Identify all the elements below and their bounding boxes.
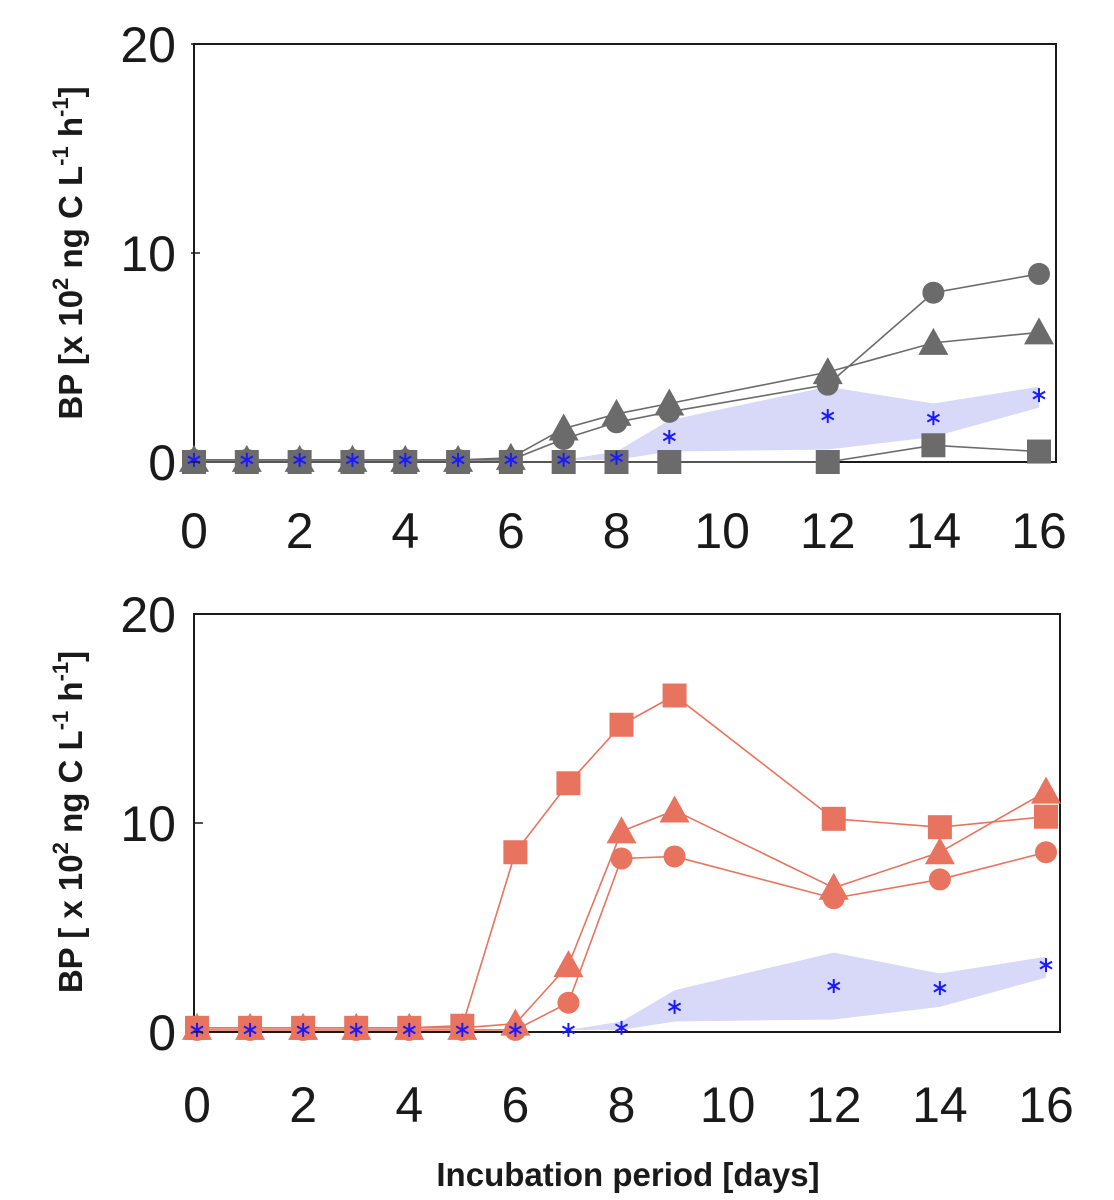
y-tick-label: 10 [120,226,176,282]
control-point [614,1020,629,1035]
control-point [402,1022,416,1037]
data-point-circle [822,887,845,910]
control-point [451,452,465,467]
data-point-triangle [553,950,584,978]
data-point-square [921,433,946,458]
control-point [398,452,412,467]
control-point [504,452,518,467]
control-point [561,1022,575,1037]
y-tick-label: 0 [148,435,176,491]
control-band-bottom [197,952,1046,1030]
data-point-square [1027,439,1051,464]
control-point [933,981,947,996]
data-point-square [556,771,581,796]
control-band-top [194,386,1039,460]
x-tick-label: 12 [806,1077,862,1133]
x-tick-label: 0 [183,1077,211,1133]
data-point-triangle [1024,317,1054,345]
y-ticks-bottom: 0 10 20 [120,587,203,1061]
control-point [243,1022,257,1037]
data-point-triangle [659,795,690,823]
control-point [296,1022,310,1037]
data-point-square [662,683,687,708]
x-axis-title: Incubation period [days] [436,1156,819,1193]
plot-area-bottom [193,613,1061,1033]
x-tick-label: 16 [1011,503,1067,559]
x-ticks-bottom: 0 2 4 6 8 10 12 14 16 [183,1077,1074,1133]
control-point [1039,958,1053,973]
data-point-square [1034,804,1058,829]
control-point [345,452,359,467]
control-point [668,999,682,1014]
x-tick-label: 2 [286,503,314,559]
data-point-circle [610,847,633,870]
x-tick-label: 6 [497,503,525,559]
y-axis-title-bottom: BP [ x 102 ng C L-1 h-1] [48,651,89,993]
control-series-top [187,388,1046,467]
control-point [293,452,307,467]
data-point-square [927,815,952,840]
x-tick-label: 10 [694,503,750,559]
data-point-circle [1035,841,1057,864]
control-point [1032,388,1046,403]
y-tick-label: 10 [120,796,176,852]
control-point [609,450,624,465]
data-point-triangle [1031,776,1061,804]
y-axis-title-top: BP [x 102 ng C L-1 h-1] [48,86,89,419]
x-tick-label: 8 [608,1077,636,1133]
x-tick-label: 10 [700,1077,756,1133]
data-point-square [815,450,840,474]
y-tick-label: 0 [148,1005,176,1061]
panel-bottom: 0 2 4 6 8 10 12 14 16 0 10 20 BP [ x 102 ng C L-1 … [48,587,1074,1193]
series-circle [186,841,1057,1041]
control-point [926,411,940,426]
data-point-square [821,806,846,831]
control-point [827,979,841,994]
control-point [662,429,676,444]
control-point [508,1022,522,1037]
data-point-circle [663,845,686,868]
control-series-bottom [190,958,1053,1037]
y-ticks-top: 0 10 20 [120,17,200,491]
data-point-triangle [606,816,637,844]
data-point-triangle [812,357,843,385]
data-point-triangle [918,327,949,355]
data-point-circle [557,991,580,1014]
x-tick-label: 8 [603,503,631,559]
data-point-circle [922,281,945,304]
data-point-triangle [924,837,955,865]
y-tick-label: 20 [120,17,176,73]
plot-area-top [193,43,1057,463]
y-tick-label: 20 [120,587,176,643]
control-point [821,409,835,424]
x-tick-label: 14 [912,1077,968,1133]
x-tick-label: 4 [395,1077,423,1133]
data-point-triangle [654,388,685,416]
x-tick-label: 0 [180,503,208,559]
data-point-square [503,840,528,865]
data-point-circle [928,868,951,891]
control-point [240,452,254,467]
control-range-band [197,952,1046,1030]
x-tick-label: 2 [289,1077,317,1133]
x-tick-label: 12 [800,503,856,559]
data-point-triangle [548,413,579,441]
x-tick-label: 16 [1018,1077,1074,1133]
control-point [349,1022,363,1037]
data-point-square [657,450,682,474]
control-point [557,452,571,467]
x-ticks-top: 0 2 4 6 8 10 12 14 16 [180,503,1067,559]
data-point-square [609,712,634,737]
x-tick-label: 14 [906,503,962,559]
control-range-band [194,386,1039,460]
panel-top: 0 2 4 6 8 10 12 14 16 0 10 20 BP [x 102 ng C L-1 h… [48,17,1067,559]
control-point [455,1022,469,1037]
data-point-circle [1028,262,1050,285]
x-tick-label: 4 [391,503,419,559]
x-tick-label: 6 [501,1077,529,1133]
data-point-triangle [601,398,632,426]
